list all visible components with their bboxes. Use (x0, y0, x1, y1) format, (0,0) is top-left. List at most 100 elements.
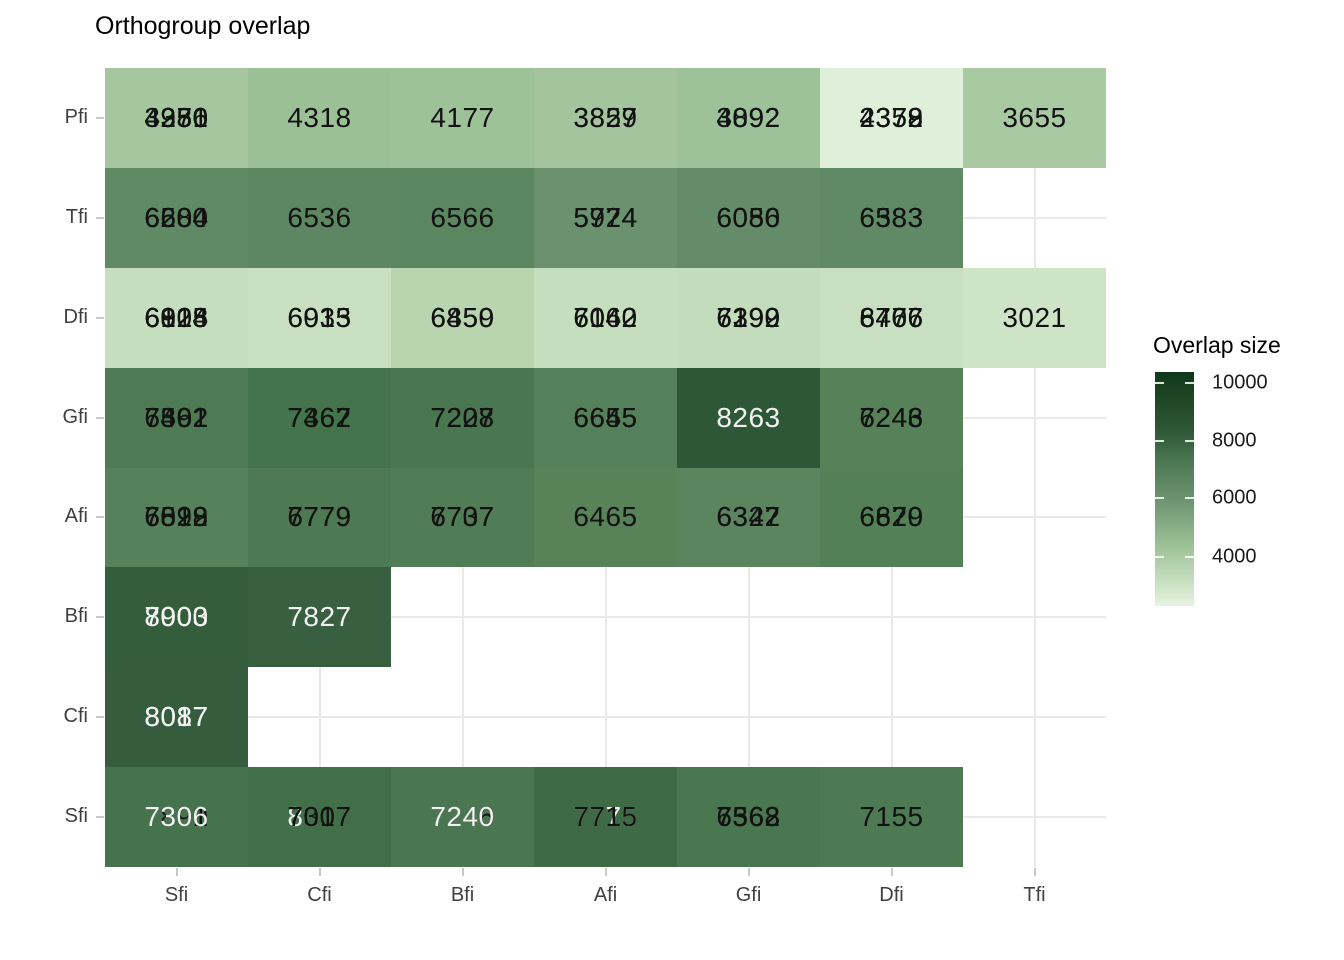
legend-colorbar (1155, 372, 1194, 606)
heatmap-cell-Pfi-Sfi: 4256 3950 4370 4281 (105, 68, 248, 168)
heatmap-cell-Pfi-Cfi: 4318 (248, 68, 391, 168)
y-axis-label-Sfi: Sfi (64, 805, 88, 828)
cell-value: 6645 (573, 401, 638, 433)
cell-value: 7017 (287, 801, 352, 833)
heatmap-cell-Bfi-Cfi: 7827 (248, 567, 391, 668)
cell-value: 6190 (716, 301, 781, 333)
heatmap-cell-Pfi-Bfi: 4177 (391, 68, 534, 168)
heatmap-cell-Afi-Cfi: 6779 7779 (248, 467, 391, 568)
cell-value: 6406 (859, 301, 924, 333)
cell-value: 6629 (859, 501, 924, 533)
heatmap-cell-Dfi-Cfi: 6935 6013 (248, 267, 391, 368)
cell-value: 6850 (430, 301, 495, 333)
plot-title: Orthogroup overlap (95, 12, 311, 40)
heatmap-cell-Pfi-Gfi: 3892 4092 (677, 68, 820, 168)
cell-value: 3829 (573, 101, 638, 133)
heatmap-cell-Dfi-Dfi: 6406 6477 8766 (820, 267, 963, 368)
cell-value: 7155 (859, 801, 924, 833)
cell-value: 3021 (1002, 301, 1067, 333)
y-axis-tick (96, 416, 104, 419)
cell-value: 4177 (430, 101, 495, 133)
cell-value: 6655 (573, 401, 638, 433)
y-axis-tick (96, 216, 104, 219)
y-axis-label-Tfi: Tfi (65, 205, 88, 228)
cell-value: 6600 (144, 201, 209, 233)
cell-value: 3655 (1002, 101, 1067, 133)
cell-value: 6204 (144, 201, 209, 233)
cell-value: 7737 (430, 501, 495, 533)
cell-value: 6928 (144, 301, 209, 333)
y-axis-tick (96, 616, 104, 619)
heatmap-cell-Bfi-Sfi: 8000 7903 (105, 567, 248, 668)
x-axis-tick (604, 868, 607, 876)
cell-value: 7467 (287, 401, 352, 433)
heatmap-cell-Sfi-Gfi: 7368 6562 7563 (677, 767, 820, 867)
cell-value: 7246 (430, 801, 495, 833)
cell-value: 2358 (859, 101, 924, 133)
cell-value: 7362 (144, 401, 209, 433)
heatmap-cell-Sfi-Sfi: 7890 7390 7801 7306 (105, 767, 248, 867)
cell-value: 7307 (287, 801, 352, 833)
heatmap-cell-Sfi-Bfi: 7246 7240 (391, 767, 534, 867)
cell-value: 4281 (144, 101, 209, 133)
heatmap-cell-Gfi-Afi: 6655 6645 (534, 367, 677, 468)
cell-value: 7399 (716, 301, 781, 333)
legend-tick-mark (1155, 382, 1164, 384)
cell-value: 4370 (144, 101, 209, 133)
heatmap-cell-Pfi-Tfi: 3655 (963, 68, 1106, 168)
y-axis-tick (96, 316, 104, 319)
legend-tick-label: 8000 (1212, 429, 1257, 451)
cell-value: 5974 (573, 201, 638, 233)
cell-value: 7208 (430, 401, 495, 433)
cell-value: 7240 (430, 801, 495, 833)
cell-value: 7501 (144, 401, 209, 433)
cell-value: 6024 (144, 301, 209, 333)
x-axis-tick (318, 868, 321, 876)
heatmap-cell-Gfi-Bfi: 7208 7227 (391, 367, 534, 468)
cell-value: 4379 (859, 101, 924, 133)
legend-tick-label: 10000 (1212, 371, 1268, 394)
cell-value: 7779 (287, 501, 352, 533)
heatmap-cell-Pfi-Afi: 3829 3857 (534, 68, 677, 168)
cell-value: 8766 (859, 301, 924, 333)
heatmap-cell-Gfi-Gfi: 8263 (677, 367, 820, 468)
x-axis-label-Sfi: Sfi (164, 884, 189, 906)
cell-value: 6383 (859, 201, 924, 233)
heatmap-cell-Afi-Bfi: 6707 7737 (391, 467, 534, 568)
heatmap-cell-Afi-Afi: 6465 (534, 467, 677, 568)
legend-tick-mark (1155, 439, 1164, 442)
y-axis-tick (96, 116, 104, 119)
cell-value: 6292 (716, 301, 781, 333)
cell-value: 7801 (144, 801, 209, 833)
heatmap-cell-Sfi-Cfi: 8317 7307 7017 (248, 767, 391, 867)
cell-value: 6459 (430, 301, 495, 333)
legend-tick-mark (1155, 497, 1164, 499)
cell-value: 6108 (144, 301, 209, 333)
cell-value: 8263 (716, 401, 781, 433)
cell-value: 6818 (144, 501, 209, 533)
cell-value: 6492 (144, 401, 209, 433)
heatmap-cell-Tfi-Gfi: 6086 6050 (677, 167, 820, 268)
y-axis-label-Bfi: Bfi (64, 605, 88, 628)
heatmap-cell-Tfi-Sfi: 6600 6584 6204 (105, 167, 248, 268)
cell-value: 6815 (144, 301, 209, 333)
heatmap-cell-Dfi-Bfi: 6850 6459 (391, 267, 534, 368)
x-axis-label-Dfi: Dfi (879, 884, 904, 906)
cell-value: 6477 (859, 301, 924, 333)
cell-value: 6322 (716, 501, 781, 533)
cell-value: 6062 (573, 301, 638, 333)
heatmap-cell-Pfi-Dfi: 2372 4379 2358 (820, 68, 963, 168)
x-axis-tick (175, 868, 178, 876)
cell-value: 6465 (573, 501, 638, 533)
cell-value: 7243 (859, 401, 924, 433)
y-axis-tick (96, 816, 104, 819)
y-axis-tick (96, 516, 104, 519)
cell-value: 7715 (573, 801, 638, 833)
cell-value: 5724 (573, 201, 638, 233)
cell-value: 2372 (859, 101, 924, 133)
y-axis-label-Cfi: Cfi (63, 705, 88, 728)
y-axis-label-Pfi: Pfi (64, 105, 88, 128)
x-axis-tick (747, 868, 750, 876)
cell-value: 7306 (144, 801, 209, 833)
cell-value: 4318 (287, 101, 352, 133)
